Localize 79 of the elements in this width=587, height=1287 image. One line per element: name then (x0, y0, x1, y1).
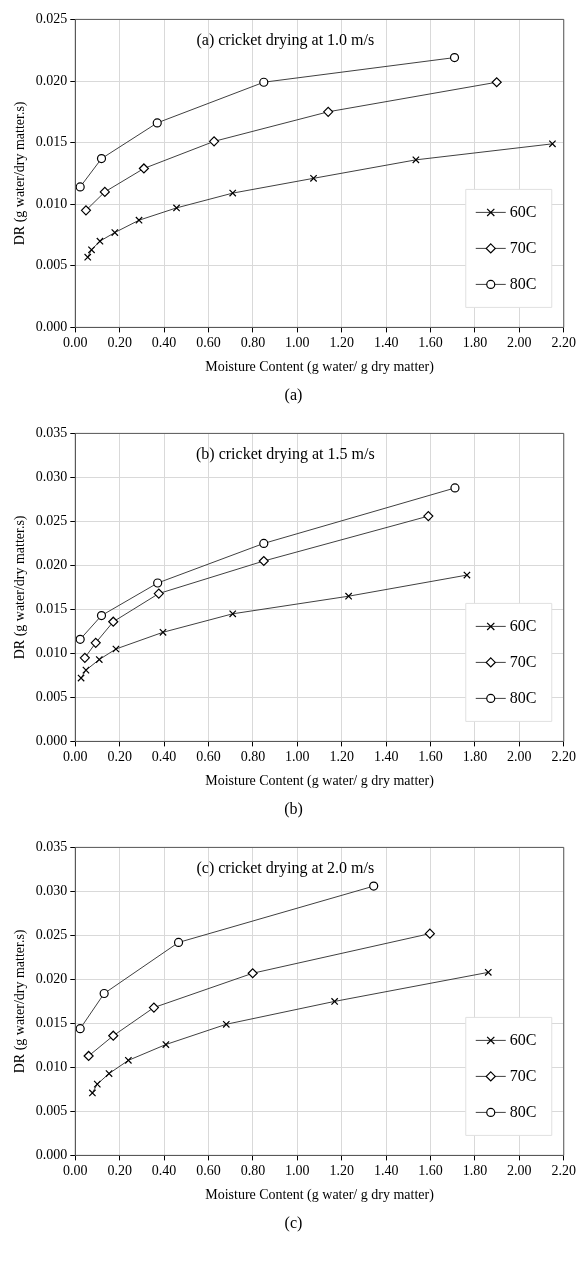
legend-label: 60C (509, 1030, 537, 1048)
y-tick-label: 0.025 (35, 927, 68, 943)
y-tick-label: 0.020 (35, 72, 68, 88)
x-tick-label: 1.60 (418, 749, 443, 765)
x-tick-label: 0.00 (63, 1163, 88, 1179)
x-tick-label: 0.80 (240, 1163, 266, 1179)
x-tick-label: 0.20 (107, 749, 132, 765)
x-tick-label: 1.60 (418, 1163, 443, 1179)
legend-label: 80C (509, 274, 537, 292)
x-tick-label: 1.60 (418, 335, 443, 351)
x-tick-label: 0.00 (63, 335, 88, 351)
x-tick-label: 1.40 (373, 335, 399, 351)
text: (c) (283, 1214, 304, 1232)
y-tick-label: 0.005 (35, 1103, 68, 1119)
x-tick-label: 2.20 (551, 1163, 576, 1179)
y-tick-label: 0.025 (35, 11, 68, 27)
x-tick-label: 1.40 (373, 749, 399, 765)
legend-label: 70C (509, 652, 537, 670)
y-tick-label: 0.000 (35, 733, 68, 749)
x-tick-label: 0.60 (196, 1163, 221, 1179)
x-tick-label: 2.20 (551, 335, 576, 351)
y-tick-label: 0.005 (35, 689, 68, 705)
y-tick-label: 0.030 (35, 883, 68, 899)
text: (c) cricket drying at 2.0 m/s (196, 858, 375, 877)
y-tick-label: 0.010 (35, 195, 68, 211)
x-tick-label: 0.00 (63, 749, 88, 765)
legend-label: 60C (509, 202, 537, 220)
text: (b) cricket drying at 1.5 m/s (196, 444, 375, 463)
y-axis-title: DR (g water/dry matter.s) (12, 515, 29, 660)
y-tick-label: 0.020 (35, 557, 68, 573)
x-tick-label: 1.40 (373, 1163, 399, 1179)
x-axis-title: Moisture Content (g water/ g dry matter) (205, 359, 435, 376)
x-tick-label: 0.40 (151, 749, 177, 765)
x-tick-label: 1.20 (329, 1163, 354, 1179)
y-tick-label: 0.010 (35, 645, 68, 661)
y-tick-label: 0.020 (35, 971, 68, 987)
text: (a) cricket drying at 1.0 m/s (196, 30, 375, 49)
legend-label: 70C (509, 238, 537, 256)
y-tick-label: 0.035 (35, 425, 68, 441)
x-tick-label: 1.20 (329, 335, 354, 351)
y-tick-label: 0.030 (35, 469, 68, 485)
y-tick-label: 0.000 (35, 319, 68, 335)
x-tick-label: 0.20 (107, 1163, 132, 1179)
x-tick-label: 0.80 (240, 749, 266, 765)
y-tick-label: 0.015 (35, 134, 68, 150)
y-tick-label: 0.015 (35, 1015, 68, 1031)
x-axis-title: Moisture Content (g water/ g dry matter) (205, 773, 435, 790)
legend-label: 80C (509, 1102, 537, 1120)
y-tick-label: 0.025 (35, 513, 68, 529)
x-tick-label: 1.80 (462, 749, 488, 765)
y-axis-title: DR (g water/dry matter.s) (12, 101, 29, 246)
x-tick-label: 1.00 (285, 335, 310, 351)
x-tick-label: 1.20 (329, 749, 354, 765)
y-tick-label: 0.035 (35, 839, 68, 855)
y-tick-label: 0.000 (35, 1147, 68, 1163)
x-tick-label: 0.40 (151, 1163, 177, 1179)
x-tick-label: 0.60 (196, 335, 221, 351)
y-tick-label: 0.015 (35, 601, 68, 617)
y-tick-label: 0.005 (35, 257, 68, 273)
x-tick-label: 0.60 (196, 749, 221, 765)
y-tick-label: 0.010 (35, 1059, 68, 1075)
x-tick-label: 2.00 (507, 1163, 532, 1179)
x-tick-label: 2.00 (507, 335, 532, 351)
legend-label: 70C (509, 1066, 537, 1084)
x-tick-label: 2.00 (507, 749, 532, 765)
y-axis-title: DR (g water/dry matter.s) (12, 929, 29, 1074)
x-tick-label: 0.20 (107, 335, 132, 351)
x-axis-title: Moisture Content (g water/ g dry matter) (205, 1187, 435, 1204)
legend-label: 60C (509, 616, 537, 634)
x-tick-label: 0.80 (240, 335, 266, 351)
x-tick-label: 1.80 (462, 335, 488, 351)
text: (b) (283, 800, 304, 818)
x-tick-label: 1.80 (462, 1163, 488, 1179)
x-tick-label: 0.40 (151, 335, 177, 351)
x-tick-label: 2.20 (551, 749, 576, 765)
x-tick-label: 1.00 (285, 749, 310, 765)
legend-label: 80C (509, 688, 537, 706)
text: (a) (283, 386, 304, 404)
x-tick-label: 1.00 (285, 1163, 310, 1179)
